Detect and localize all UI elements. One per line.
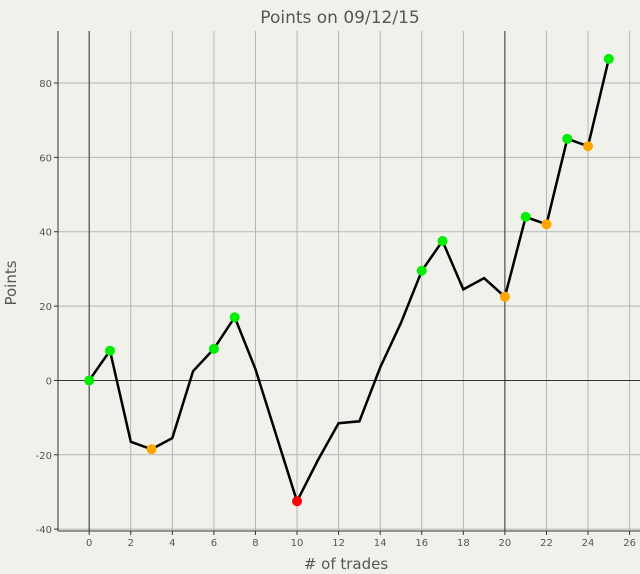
y-tick-label: -20 bbox=[36, 451, 52, 462]
markers bbox=[84, 53, 614, 507]
y-tick-label: -40 bbox=[36, 525, 52, 536]
data-point-green bbox=[229, 312, 240, 323]
data-point-green bbox=[603, 53, 614, 64]
data-point-orange bbox=[583, 141, 594, 152]
data-point-orange bbox=[541, 219, 552, 230]
data-point-green bbox=[208, 343, 219, 354]
data-point-red bbox=[292, 496, 303, 507]
x-tick-label: 14 bbox=[374, 538, 387, 549]
x-tick-label: 0 bbox=[86, 538, 92, 549]
y-axis-label: Points bbox=[2, 260, 20, 305]
x-tick-label: 8 bbox=[252, 538, 258, 549]
data-point-green bbox=[437, 236, 448, 247]
x-tick-label: 26 bbox=[623, 538, 636, 549]
axes bbox=[54, 31, 640, 535]
data-point-green bbox=[520, 211, 531, 222]
data-point-green bbox=[416, 265, 427, 276]
x-tick-label: 16 bbox=[415, 538, 428, 549]
data-point-green bbox=[562, 133, 573, 144]
y-tick-label: 80 bbox=[39, 79, 52, 90]
x-tick-label: 12 bbox=[332, 538, 345, 549]
y-tick-label: 40 bbox=[39, 228, 52, 239]
x-tick-label: 4 bbox=[169, 538, 175, 549]
y-tick-label: 0 bbox=[46, 376, 52, 387]
grid bbox=[58, 31, 640, 531]
x-tick-label: 6 bbox=[211, 538, 217, 549]
chart-title: Points on 09/12/15 bbox=[260, 8, 419, 28]
y-tick-label: 20 bbox=[39, 302, 52, 313]
data-point-orange bbox=[499, 291, 510, 302]
data-point-green bbox=[104, 345, 115, 356]
series-line bbox=[88, 58, 611, 505]
reference-lines bbox=[58, 31, 640, 531]
x-tick-label: 20 bbox=[499, 538, 512, 549]
x-tick-label: 24 bbox=[582, 538, 595, 549]
x-tick-label: 10 bbox=[291, 538, 304, 549]
x-tick-label: 22 bbox=[540, 538, 553, 549]
data-point-orange bbox=[146, 444, 157, 455]
x-tick-label: 2 bbox=[128, 538, 134, 549]
data-point-green bbox=[84, 375, 95, 386]
x-axis-label: # of trades bbox=[304, 555, 389, 573]
x-tick-label: 18 bbox=[457, 538, 470, 549]
y-tick-label: 60 bbox=[39, 153, 52, 164]
